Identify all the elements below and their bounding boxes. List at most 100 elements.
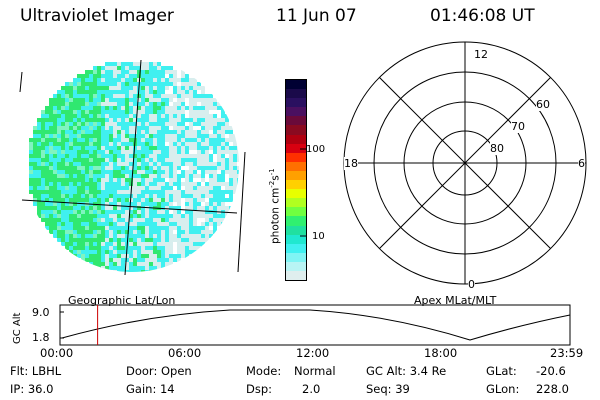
image-pixel	[201, 110, 205, 114]
image-pixel	[41, 214, 45, 218]
image-pixel	[109, 174, 113, 178]
image-pixel	[97, 222, 101, 226]
image-pixel	[137, 130, 141, 134]
image-pixel	[205, 238, 209, 242]
image-pixel	[201, 102, 205, 106]
image-pixel	[77, 242, 81, 246]
image-pixel	[157, 74, 161, 78]
image-pixel	[157, 194, 161, 198]
image-pixel	[193, 226, 197, 230]
image-pixel	[173, 190, 177, 194]
image-pixel	[29, 174, 33, 178]
image-pixel	[177, 70, 181, 74]
image-pixel	[125, 106, 129, 110]
image-pixel	[89, 170, 93, 174]
image-pixel	[69, 178, 73, 182]
image-pixel	[209, 126, 213, 130]
image-pixel	[173, 122, 177, 126]
image-pixel	[97, 202, 101, 206]
colorbar-segment	[286, 170, 306, 181]
image-pixel	[213, 106, 217, 110]
image-pixel	[177, 114, 181, 118]
image-pixel	[141, 102, 145, 106]
image-pixel	[193, 106, 197, 110]
image-pixel	[121, 178, 125, 182]
image-pixel	[89, 102, 93, 106]
image-pixel	[173, 78, 177, 82]
image-pixel	[145, 134, 149, 138]
image-pixel	[81, 170, 85, 174]
image-pixel	[81, 142, 85, 146]
image-pixel	[85, 154, 89, 158]
image-pixel	[197, 118, 201, 122]
image-pixel	[61, 114, 65, 118]
image-pixel	[177, 226, 181, 230]
image-pixel	[153, 70, 157, 74]
image-pixel	[213, 150, 217, 154]
image-pixel	[81, 194, 85, 198]
image-pixel	[41, 110, 45, 114]
image-pixel	[165, 230, 169, 234]
colorbar-segment	[286, 198, 306, 208]
image-pixel	[105, 174, 109, 178]
image-pixel	[145, 110, 149, 114]
colorbar-segment	[286, 161, 306, 171]
image-pixel	[73, 150, 77, 154]
image-pixel	[125, 102, 129, 106]
image-pixel	[41, 210, 45, 214]
image-pixel	[149, 194, 153, 198]
image-pixel	[45, 190, 49, 194]
door-info: Door: Open	[126, 364, 192, 378]
image-pixel	[133, 106, 137, 110]
image-pixel	[237, 146, 239, 150]
image-pixel	[177, 190, 181, 194]
image-pixel	[105, 198, 109, 202]
image-pixel	[141, 238, 145, 242]
image-pixel	[189, 218, 193, 222]
image-pixel	[49, 226, 53, 230]
image-pixel	[109, 90, 113, 94]
image-pixel	[233, 174, 237, 178]
image-pixel	[173, 98, 177, 102]
image-pixel	[145, 166, 149, 170]
image-pixel	[33, 146, 37, 150]
image-pixel	[153, 190, 157, 194]
image-pixel	[73, 158, 77, 162]
image-pixel	[157, 202, 161, 206]
image-pixel	[197, 210, 201, 214]
image-pixel	[117, 170, 121, 174]
image-pixel	[209, 122, 213, 126]
glat-value: -20.6	[536, 364, 566, 378]
image-pixel	[65, 166, 69, 170]
image-pixel	[129, 162, 133, 166]
image-pixel	[97, 174, 101, 178]
image-pixel	[217, 110, 221, 114]
image-pixel	[41, 130, 45, 134]
image-pixel	[149, 118, 153, 122]
image-pixel	[101, 206, 105, 210]
image-pixel	[109, 234, 113, 238]
image-pixel	[85, 98, 89, 102]
image-pixel	[57, 98, 61, 102]
image-pixel	[197, 214, 201, 218]
image-pixel	[89, 78, 93, 82]
image-pixel	[93, 258, 97, 262]
image-pixel	[97, 170, 101, 174]
image-pixel	[57, 102, 61, 106]
image-pixel	[117, 110, 121, 114]
image-pixel	[145, 258, 149, 262]
image-pixel	[109, 254, 113, 258]
image-pixel	[189, 90, 193, 94]
image-pixel	[129, 210, 133, 214]
image-pixel	[89, 130, 93, 134]
image-pixel	[161, 162, 165, 166]
image-pixel	[121, 126, 125, 130]
image-pixel	[121, 262, 125, 266]
image-pixel	[149, 238, 153, 242]
image-pixel	[201, 218, 205, 222]
image-pixel	[185, 90, 189, 94]
image-pixel	[129, 154, 133, 158]
image-pixel	[149, 182, 153, 186]
image-pixel	[69, 166, 73, 170]
image-pixel	[129, 70, 133, 74]
